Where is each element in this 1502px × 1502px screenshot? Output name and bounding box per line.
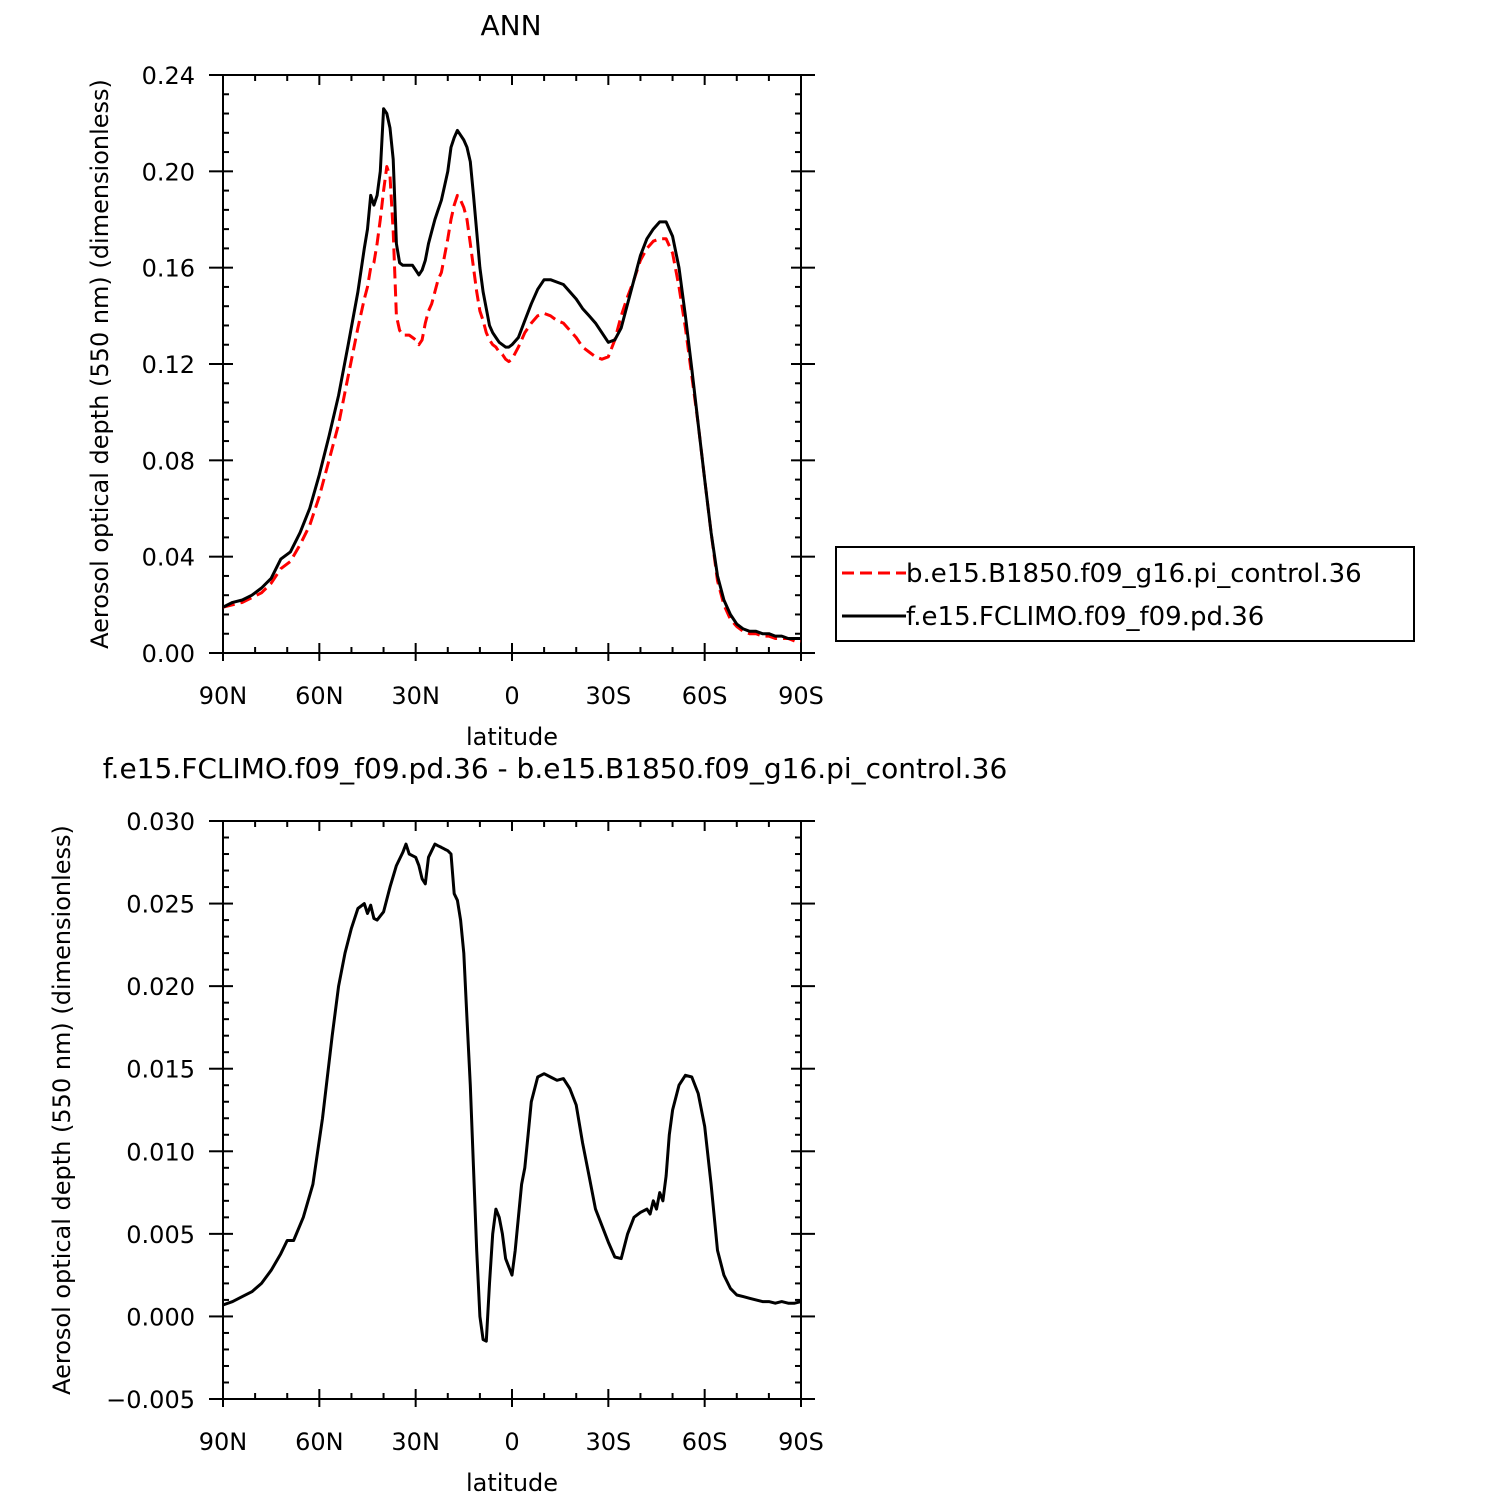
x-tick-label: 60N [295, 1428, 344, 1456]
y-tick-label: 0.015 [126, 1056, 195, 1084]
legend-label: f.e15.FCLIMO.f09_f09.pd.36 [906, 602, 1264, 632]
y-tick-label: 0.08 [142, 447, 195, 475]
legend: b.e15.B1850.f09_g16.pi_control.36 f.e15.F… [835, 546, 1415, 642]
plot-frame [222, 820, 802, 1400]
x-tick-label: 0 [504, 1428, 519, 1456]
y-tick-label: 0.005 [126, 1221, 195, 1249]
bottom-panel: 90N 60N 30N 0 30S 60S 90S −0.005 0.000 0.005 0.010… [48, 752, 1007, 1497]
legend-box [835, 546, 1415, 642]
y-tick-label: 0.020 [126, 973, 195, 1001]
series-line-0 [223, 165, 801, 643]
x-tick-label: 60N [295, 682, 344, 710]
legend-label: b.e15.B1850.f09_g16.pi_control.36 [906, 559, 1362, 589]
x-axis-label: latitude [466, 1469, 558, 1497]
x-tick-label: 90N [199, 682, 248, 710]
y-axis-label: Aerosol optical depth (550 nm) (dimensio… [86, 79, 114, 649]
y-tick-label: 0.025 [126, 891, 195, 919]
x-tick-label: 90S [778, 1428, 824, 1456]
x-tick-label: 60S [682, 682, 728, 710]
y-tick-label: 0.030 [126, 808, 195, 836]
x-tick-label: 30N [391, 1428, 440, 1456]
top-panel: 90N 60N 30N 0 30S 60S 90S 0.00 0.04 0.08 0.12 0.16 0… [86, 9, 824, 751]
y-tick-label: 0.12 [142, 351, 195, 379]
x-tick-label: 30N [391, 682, 440, 710]
x-tick-label: 0 [504, 682, 519, 710]
y-tick-label: −0.005 [106, 1386, 195, 1414]
x-tick-label: 30S [585, 1428, 631, 1456]
series-line-1 [223, 107, 801, 640]
x-tick-label: 90S [778, 682, 824, 710]
chart-title: ANN [480, 9, 541, 42]
x-tick-label: 60S [682, 1428, 728, 1456]
y-tick-label: 0.00 [142, 640, 195, 668]
y-tick-label: 0.010 [126, 1138, 195, 1166]
x-tick-label: 90N [199, 1428, 248, 1456]
y-tick-label: 0.24 [142, 62, 195, 90]
y-tick-label: 0.04 [142, 544, 195, 572]
y-axis-label: Aerosol optical depth (550 nm) (dimensio… [48, 825, 76, 1395]
x-axis-label: latitude [466, 723, 558, 751]
chart-title: f.e15.FCLIMO.f09_f09.pd.36 - b.e15.B1850… [103, 752, 1008, 785]
y-tick-label: 0.20 [142, 158, 195, 186]
series-line-0 [223, 842, 801, 1343]
y-tick-label: 0.000 [126, 1303, 195, 1331]
x-tick-label: 30S [585, 682, 631, 710]
y-tick-label: 0.16 [142, 255, 195, 283]
